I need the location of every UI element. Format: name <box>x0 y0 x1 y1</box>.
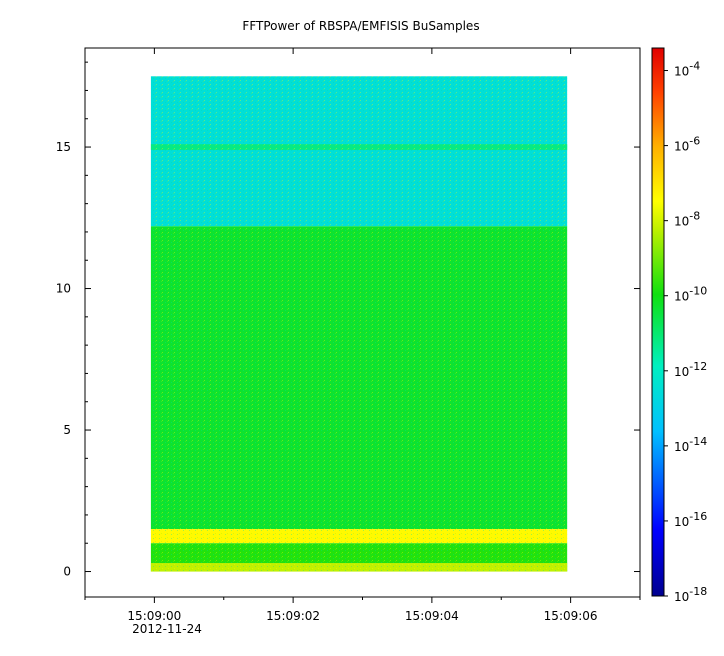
colorbar-tick-label: 10-18 <box>674 585 707 604</box>
colorbar-ticks: 10-4 10-6 10-8 10-10 10-12 10-14 10-16 10-18 <box>664 60 707 604</box>
x-tick-label: 15:09:06 <box>544 609 598 623</box>
x-tick-label: 15:09:02 <box>266 609 320 623</box>
colorbar-tick-label: 10-12 <box>674 360 707 379</box>
colorbar <box>651 47 665 597</box>
x-axis: 15:09:00 15:09:02 15:09:04 15:09:06 <box>84 48 641 623</box>
y-axis: 0 5 10 15 <box>56 61 640 579</box>
colorbar-tick-label: 10-6 <box>674 135 700 154</box>
colorbar-tick-label: 10-16 <box>674 510 707 529</box>
y-tick-label: 15 <box>56 140 71 154</box>
spectrogram-texture <box>150 76 568 572</box>
colorbar-tick-label: 10-4 <box>674 60 700 79</box>
x-tick-label: 15:09:04 <box>405 609 459 623</box>
x-date-label: 2012-11-24 <box>132 622 202 636</box>
y-tick-label: 5 <box>63 423 71 437</box>
y-tick-label: 0 <box>63 565 71 579</box>
y-tick-label: 10 <box>56 282 71 296</box>
colorbar-tick-label: 10-10 <box>674 285 707 304</box>
colorbar-tick-label: 10-8 <box>674 210 700 229</box>
colorbar-tick-label: 10-14 <box>674 435 707 454</box>
chart-title: FFTPower of RBSPA/EMFISIS BuSamples <box>242 19 479 33</box>
x-tick-label: 15:09:00 <box>127 609 181 623</box>
